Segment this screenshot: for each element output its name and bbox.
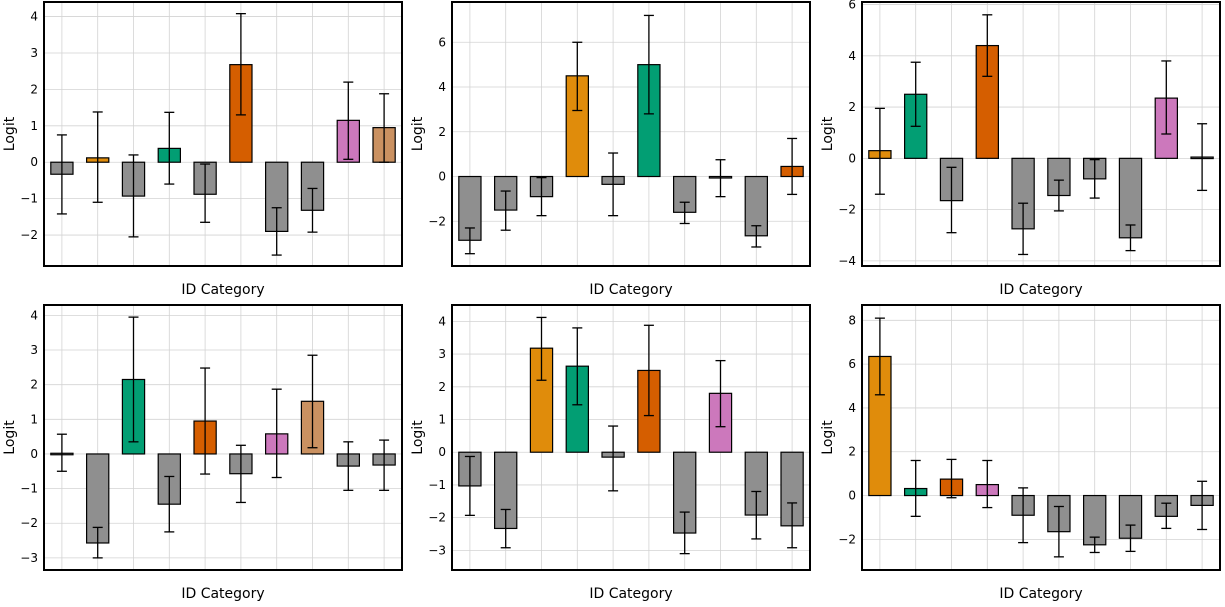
chart-panel-2: −2 0 2 4 6 ID Category Logit [410,1,811,298]
y-tick-label: 2 [438,125,446,139]
y-tick-label: −2 [20,228,38,242]
y-tick-label: −3 [20,551,38,565]
y-tick-label: −2 [20,516,38,530]
y-tick-label: −2 [428,214,446,228]
plot-frame [451,1,811,267]
y-tick-label: 2 [438,380,446,394]
y-tick-label: −2 [838,532,856,546]
y-tick-label: 1 [30,412,38,426]
y-tick-label: 0 [848,151,856,165]
chart-panel-1: −2 −1 0 1 2 3 4 ID Category Logit [2,1,403,298]
y-tick-label: −3 [428,543,446,557]
y-axis-title: Logit [820,420,836,455]
y-axis-title: Logit [2,116,18,151]
y-tick-label: 4 [30,308,38,322]
y-tick-label: 3 [30,343,38,357]
y-tick-label: −2 [838,203,856,217]
y-tick-label: 2 [848,100,856,114]
y-tick-label: 3 [438,347,446,361]
y-tick-label: 6 [848,0,856,12]
y-tick-label: −2 [428,511,446,525]
y-tick-label: 2 [30,378,38,392]
x-axis-title: ID Category [589,586,672,602]
y-tick-label: 1 [30,119,38,133]
y-tick-label: 4 [848,401,856,415]
y-tick-label: 6 [848,357,856,371]
chart-panel-4: −3 −2 −1 0 1 2 3 4 ID Category Logit [2,304,403,602]
y-tick-label: 0 [30,447,38,461]
y-tick-label: 0 [30,155,38,169]
y-tick-label: 4 [848,49,856,63]
chart-panel-6: −2 0 2 4 6 8 ID Category Logit [820,304,1221,602]
y-tick-label: 0 [848,489,856,503]
x-axis-title: ID Category [589,282,672,298]
x-axis-title: ID Category [999,586,1082,602]
y-tick-label: 8 [848,313,856,327]
x-axis-title: ID Category [181,282,264,298]
chart-panel-5: −3 −2 −1 0 1 2 3 4 ID Category Logit [410,304,811,602]
y-tick-label: −4 [838,254,856,268]
y-axis-title: Logit [820,116,836,151]
y-tick-label: 3 [30,46,38,60]
y-tick-label: 4 [438,314,446,328]
y-tick-label: 2 [30,82,38,96]
y-axis-title: Logit [410,420,426,455]
y-tick-label: −1 [20,192,38,206]
y-tick-label: 1 [438,413,446,427]
y-tick-label: −1 [428,478,446,492]
chart-panel-3: −4 −2 0 2 4 6 ID Category Logit [820,0,1221,298]
y-tick-label: 6 [438,35,446,49]
plot-frame [43,304,403,571]
y-tick-label: 0 [438,445,446,459]
x-axis-title: ID Category [181,586,264,602]
y-axis-title: Logit [410,116,426,151]
plot-frame [451,304,811,571]
y-axis-title: Logit [2,420,18,455]
y-tick-label: 4 [30,10,38,24]
plot-frame [43,1,403,267]
x-axis-title: ID Category [999,282,1082,298]
y-tick-label: −1 [20,482,38,496]
plot-frame [861,304,1221,571]
plot-frame [861,1,1221,267]
y-tick-label: 0 [438,170,446,184]
y-tick-label: 2 [848,445,856,459]
y-tick-label: 4 [438,80,446,94]
